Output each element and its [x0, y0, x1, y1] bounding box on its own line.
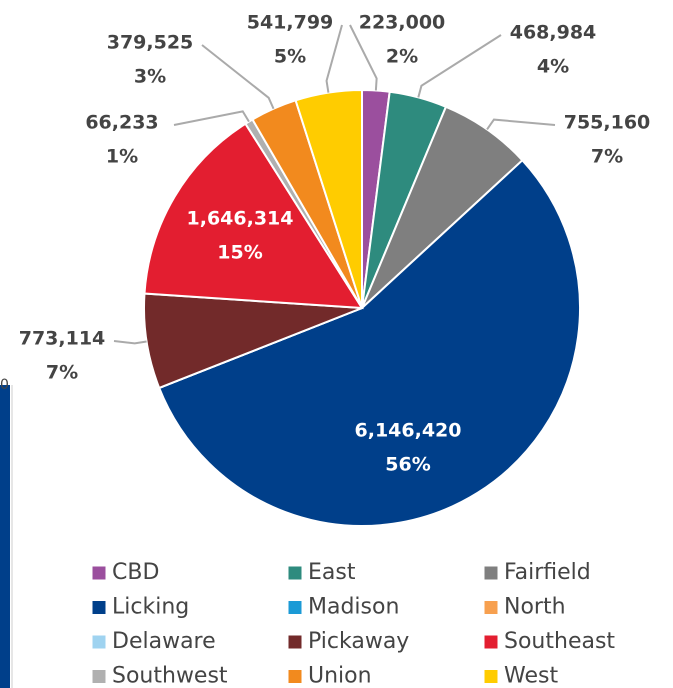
legend-label: Delaware — [112, 629, 216, 654]
value-label: 541,799 — [247, 12, 334, 34]
legend-label: Southeast — [504, 629, 615, 654]
legend-label: North — [504, 595, 566, 620]
value-label: 6,146,420 — [355, 420, 462, 442]
legend-swatch — [483, 669, 499, 684]
value-label: 223,000 — [359, 12, 446, 34]
legend-swatch — [91, 669, 107, 684]
legend-swatch — [483, 600, 499, 615]
legend-swatch — [483, 634, 499, 650]
legend-swatch — [91, 634, 107, 650]
legend-label: Union — [308, 664, 372, 688]
legend-swatch — [287, 634, 303, 650]
legend-label: Madison — [308, 595, 399, 620]
leader-line — [113, 340, 147, 345]
value-label: 379,525 — [107, 32, 194, 54]
pie-slice — [157, 158, 581, 527]
percent-label: 2% — [386, 46, 418, 68]
legend-label: East — [308, 560, 356, 585]
legend-label: Licking — [112, 595, 189, 620]
legend-swatch — [91, 565, 107, 581]
percent-label: 7% — [591, 146, 623, 168]
leader-line — [417, 34, 502, 98]
value-label: 468,984 — [510, 22, 597, 44]
value-label: 66,233 — [85, 112, 158, 134]
cropped-bar — [0, 385, 10, 688]
legend-swatch — [287, 600, 303, 615]
legend-label: CBD — [112, 560, 159, 585]
leader-line — [486, 118, 556, 131]
percent-label: 7% — [46, 362, 78, 384]
value-label: 773,114 — [19, 328, 106, 350]
leader-line — [201, 44, 275, 110]
legend-swatch — [287, 669, 303, 684]
legend-swatch — [483, 565, 499, 581]
value-label: 1,646,314 — [187, 208, 294, 230]
legend-swatch — [91, 600, 107, 615]
cropped-axis-label: 0 — [0, 377, 9, 393]
legend-label: Fairfield — [504, 560, 591, 585]
percent-label: 5% — [274, 46, 306, 68]
percent-label: 15% — [217, 242, 262, 264]
legend-label: Southwest — [112, 664, 228, 688]
leader-line — [349, 24, 378, 91]
percent-label: 1% — [106, 146, 138, 168]
legend-label: West — [504, 664, 558, 688]
legend-swatch — [287, 565, 303, 581]
percent-label: 4% — [537, 56, 569, 78]
percent-label: 56% — [385, 454, 430, 476]
legend-label: Pickaway — [308, 629, 409, 654]
leader-line — [325, 24, 343, 93]
leader-line — [173, 110, 250, 126]
percent-label: 3% — [134, 66, 166, 88]
value-label: 755,160 — [564, 112, 651, 134]
pie-slice — [143, 122, 364, 310]
